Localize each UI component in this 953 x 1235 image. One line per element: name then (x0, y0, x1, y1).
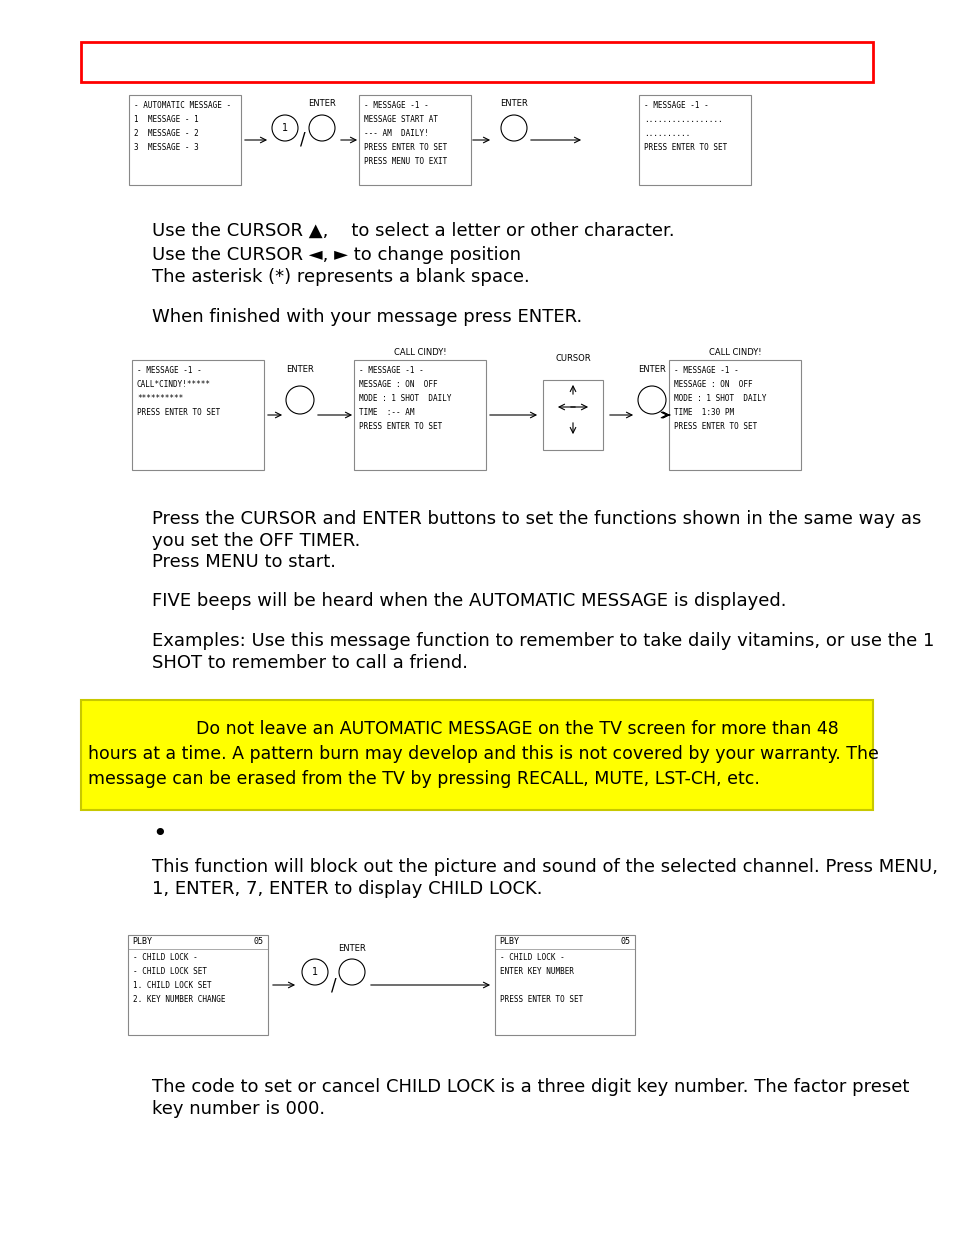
Text: ENTER: ENTER (286, 366, 314, 374)
Bar (358, 95, 471, 185)
Bar (542, 380, 602, 450)
Text: SHOT to remember to call a friend.: SHOT to remember to call a friend. (152, 655, 468, 672)
Circle shape (500, 115, 526, 141)
Text: ENTER KEY NUMBER: ENTER KEY NUMBER (499, 967, 574, 976)
Circle shape (272, 115, 297, 141)
Text: PLBY: PLBY (498, 937, 518, 946)
Text: - MESSAGE -1 -: - MESSAGE -1 - (673, 366, 738, 375)
Bar (81, 700, 872, 810)
Text: .................: ................. (643, 115, 721, 124)
Bar (354, 359, 485, 471)
Text: MODE : 1 SHOT  DAILY: MODE : 1 SHOT DAILY (673, 394, 765, 403)
Text: TIME  :-- AM: TIME :-- AM (358, 408, 414, 417)
Text: MESSAGE : ON  OFF: MESSAGE : ON OFF (673, 380, 752, 389)
Text: 1: 1 (282, 124, 288, 133)
Circle shape (286, 387, 314, 414)
Circle shape (302, 960, 328, 986)
Text: The asterisk (*) represents a blank space.: The asterisk (*) represents a blank spac… (152, 268, 529, 287)
Text: The code to set or cancel CHILD LOCK is a three digit key number. The factor pre: The code to set or cancel CHILD LOCK is … (152, 1078, 908, 1095)
Text: 05: 05 (253, 937, 264, 946)
Text: Use the CURSOR ◄, ► to change position: Use the CURSOR ◄, ► to change position (152, 246, 520, 264)
Text: /: / (300, 131, 306, 149)
Bar (128, 935, 268, 1035)
Text: Use the CURSOR ▲,    to select a letter or other character.: Use the CURSOR ▲, to select a letter or … (152, 222, 674, 240)
Bar (668, 359, 801, 471)
Text: 1, ENTER, 7, ENTER to display CHILD LOCK.: 1, ENTER, 7, ENTER to display CHILD LOCK… (152, 881, 542, 898)
Text: - CHILD LOCK -: - CHILD LOCK - (132, 953, 197, 962)
Text: Examples: Use this message function to remember to take daily vitamins, or use t: Examples: Use this message function to r… (152, 632, 933, 650)
Text: CALL CINDY!: CALL CINDY! (708, 348, 760, 357)
Text: 2  MESSAGE - 2: 2 MESSAGE - 2 (133, 128, 198, 138)
Circle shape (638, 387, 665, 414)
Text: •: • (152, 823, 167, 846)
Text: Do not leave an AUTOMATIC MESSAGE on the TV screen for more than 48: Do not leave an AUTOMATIC MESSAGE on the… (152, 720, 838, 739)
Text: 1. CHILD LOCK SET: 1. CHILD LOCK SET (132, 981, 212, 990)
Text: /: / (331, 976, 336, 994)
Bar (81, 42, 872, 82)
Text: When finished with your message press ENTER.: When finished with your message press EN… (152, 308, 581, 326)
Text: FIVE beeps will be heard when the AUTOMATIC MESSAGE is displayed.: FIVE beeps will be heard when the AUTOMA… (152, 592, 785, 610)
Bar (132, 359, 264, 471)
Text: PLBY: PLBY (132, 937, 152, 946)
Text: - MESSAGE -1 -: - MESSAGE -1 - (364, 101, 428, 110)
Text: ENTER: ENTER (499, 99, 527, 107)
Text: PRESS ENTER TO SET: PRESS ENTER TO SET (137, 408, 220, 417)
Text: 3  MESSAGE - 3: 3 MESSAGE - 3 (133, 143, 198, 152)
Text: PRESS ENTER TO SET: PRESS ENTER TO SET (358, 422, 442, 431)
Bar (495, 935, 635, 1035)
Text: ENTER: ENTER (337, 944, 366, 953)
Text: ..........: .......... (643, 128, 690, 138)
Text: MODE : 1 SHOT  DAILY: MODE : 1 SHOT DAILY (358, 394, 451, 403)
Text: --- AM  DAILY!: --- AM DAILY! (364, 128, 428, 138)
Text: - MESSAGE -1 -: - MESSAGE -1 - (643, 101, 708, 110)
Text: 2. KEY NUMBER CHANGE: 2. KEY NUMBER CHANGE (132, 995, 225, 1004)
Text: hours at a time. A pattern burn may develop and this is not covered by your warr: hours at a time. A pattern burn may deve… (88, 745, 878, 763)
Text: ENTER: ENTER (638, 366, 665, 374)
Text: - MESSAGE -1 -: - MESSAGE -1 - (358, 366, 423, 375)
Text: PRESS MENU TO EXIT: PRESS MENU TO EXIT (364, 157, 447, 165)
Text: 1: 1 (312, 967, 317, 977)
Text: MESSAGE : ON  OFF: MESSAGE : ON OFF (358, 380, 437, 389)
Bar (639, 95, 750, 185)
Text: This function will block out the picture and sound of the selected channel. Pres: This function will block out the picture… (152, 858, 937, 876)
Text: PRESS ENTER TO SET: PRESS ENTER TO SET (499, 995, 582, 1004)
Text: CALL*CINDY!*****: CALL*CINDY!***** (137, 380, 211, 389)
Text: PRESS ENTER TO SET: PRESS ENTER TO SET (364, 143, 447, 152)
Text: 05: 05 (620, 937, 630, 946)
Text: CALL CINDY!: CALL CINDY! (394, 348, 446, 357)
Text: Press the CURSOR and ENTER buttons to set the functions shown in the same way as: Press the CURSOR and ENTER buttons to se… (152, 510, 921, 529)
Text: - AUTOMATIC MESSAGE -: - AUTOMATIC MESSAGE - (133, 101, 231, 110)
Circle shape (338, 960, 365, 986)
Text: TIME  1:30 PM: TIME 1:30 PM (673, 408, 734, 417)
Text: CURSOR: CURSOR (555, 354, 590, 363)
Bar (129, 95, 241, 185)
Text: - CHILD LOCK SET: - CHILD LOCK SET (132, 967, 207, 976)
Text: MESSAGE START AT: MESSAGE START AT (364, 115, 437, 124)
Text: ENTER: ENTER (308, 99, 335, 107)
Text: you set the OFF TIMER.: you set the OFF TIMER. (152, 532, 360, 550)
Text: - MESSAGE -1 -: - MESSAGE -1 - (137, 366, 201, 375)
Text: message can be erased from the TV by pressing RECALL, MUTE, LST-CH, etc.: message can be erased from the TV by pre… (88, 769, 760, 788)
Text: - CHILD LOCK -: - CHILD LOCK - (499, 953, 564, 962)
Text: **********: ********** (137, 394, 183, 403)
Text: key number is 000.: key number is 000. (152, 1100, 325, 1118)
Circle shape (309, 115, 335, 141)
Text: Press MENU to start.: Press MENU to start. (152, 553, 335, 571)
Text: PRESS ENTER TO SET: PRESS ENTER TO SET (673, 422, 757, 431)
Text: PRESS ENTER TO SET: PRESS ENTER TO SET (643, 143, 726, 152)
Text: 1  MESSAGE - 1: 1 MESSAGE - 1 (133, 115, 198, 124)
